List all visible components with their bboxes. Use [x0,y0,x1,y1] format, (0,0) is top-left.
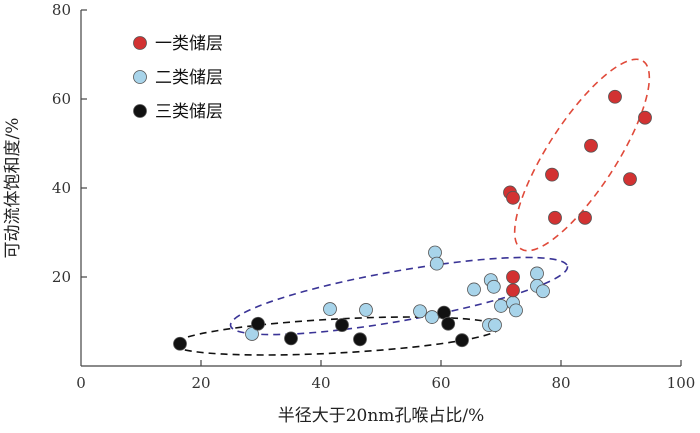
y-tick-label: 40 [52,179,71,197]
series-1-point [578,210,592,225]
legend-label-2: 二类储层 [155,68,223,88]
series-2-point [530,266,544,281]
plot-axes [80,10,681,367]
series-1-point [623,172,637,187]
series-2-point [429,256,444,271]
legend-marker-2 [133,70,147,84]
series-1-point [638,110,652,125]
series-2-point [509,303,523,318]
series-1-point [545,167,559,182]
series-1-point [584,138,598,153]
legend-label-1: 一类储层 [155,34,223,54]
y-axis-label: 可动流体饱和度/% [3,118,23,259]
series-2-point [413,304,427,319]
x-tick-label: 0 [76,374,86,392]
y-tick-label: 60 [52,90,71,108]
cluster-ellipse-2 [229,256,569,336]
series-1-point [506,283,520,298]
series-3-point [284,331,298,346]
x-axis-label: 半径大于20nm孔喉占比/% [278,406,485,426]
cluster-ellipse-1 [513,58,651,252]
y-tick-label: 20 [52,268,71,286]
series-2-point [467,282,481,297]
series-1-point [548,210,562,225]
series-2-point [359,303,373,317]
series-2-point [486,279,501,294]
series-3-point [335,318,349,332]
series-2-point [536,284,550,299]
x-tick-label: 40 [311,374,330,392]
series-3-point [455,333,469,348]
axis-ticks: 0 20 40 60 80 100 20 40 60 80 [52,1,695,392]
x-tick-label: 20 [191,374,210,392]
x-tick-label: 100 [667,374,696,392]
series-2-point [323,302,337,316]
x-tick-label: 60 [431,374,450,392]
series-3-point [251,316,265,331]
legend-marker-1 [133,36,147,50]
series-1-point [506,270,520,284]
x-tick-label: 80 [551,374,570,392]
series-2-point [488,318,502,332]
series-2-point [245,327,259,341]
series-3-point [353,332,367,347]
series-1-point [608,89,622,104]
y-tick-label: 80 [52,1,71,19]
series-2-point [494,299,508,313]
series-3-point [441,316,456,331]
series-2-point [425,310,439,324]
data-points [173,89,652,351]
series-1-point [506,190,520,205]
legend-marker-3 [133,104,147,118]
legend-label-3: 三类储层 [155,102,223,122]
series-3-point [173,336,187,351]
